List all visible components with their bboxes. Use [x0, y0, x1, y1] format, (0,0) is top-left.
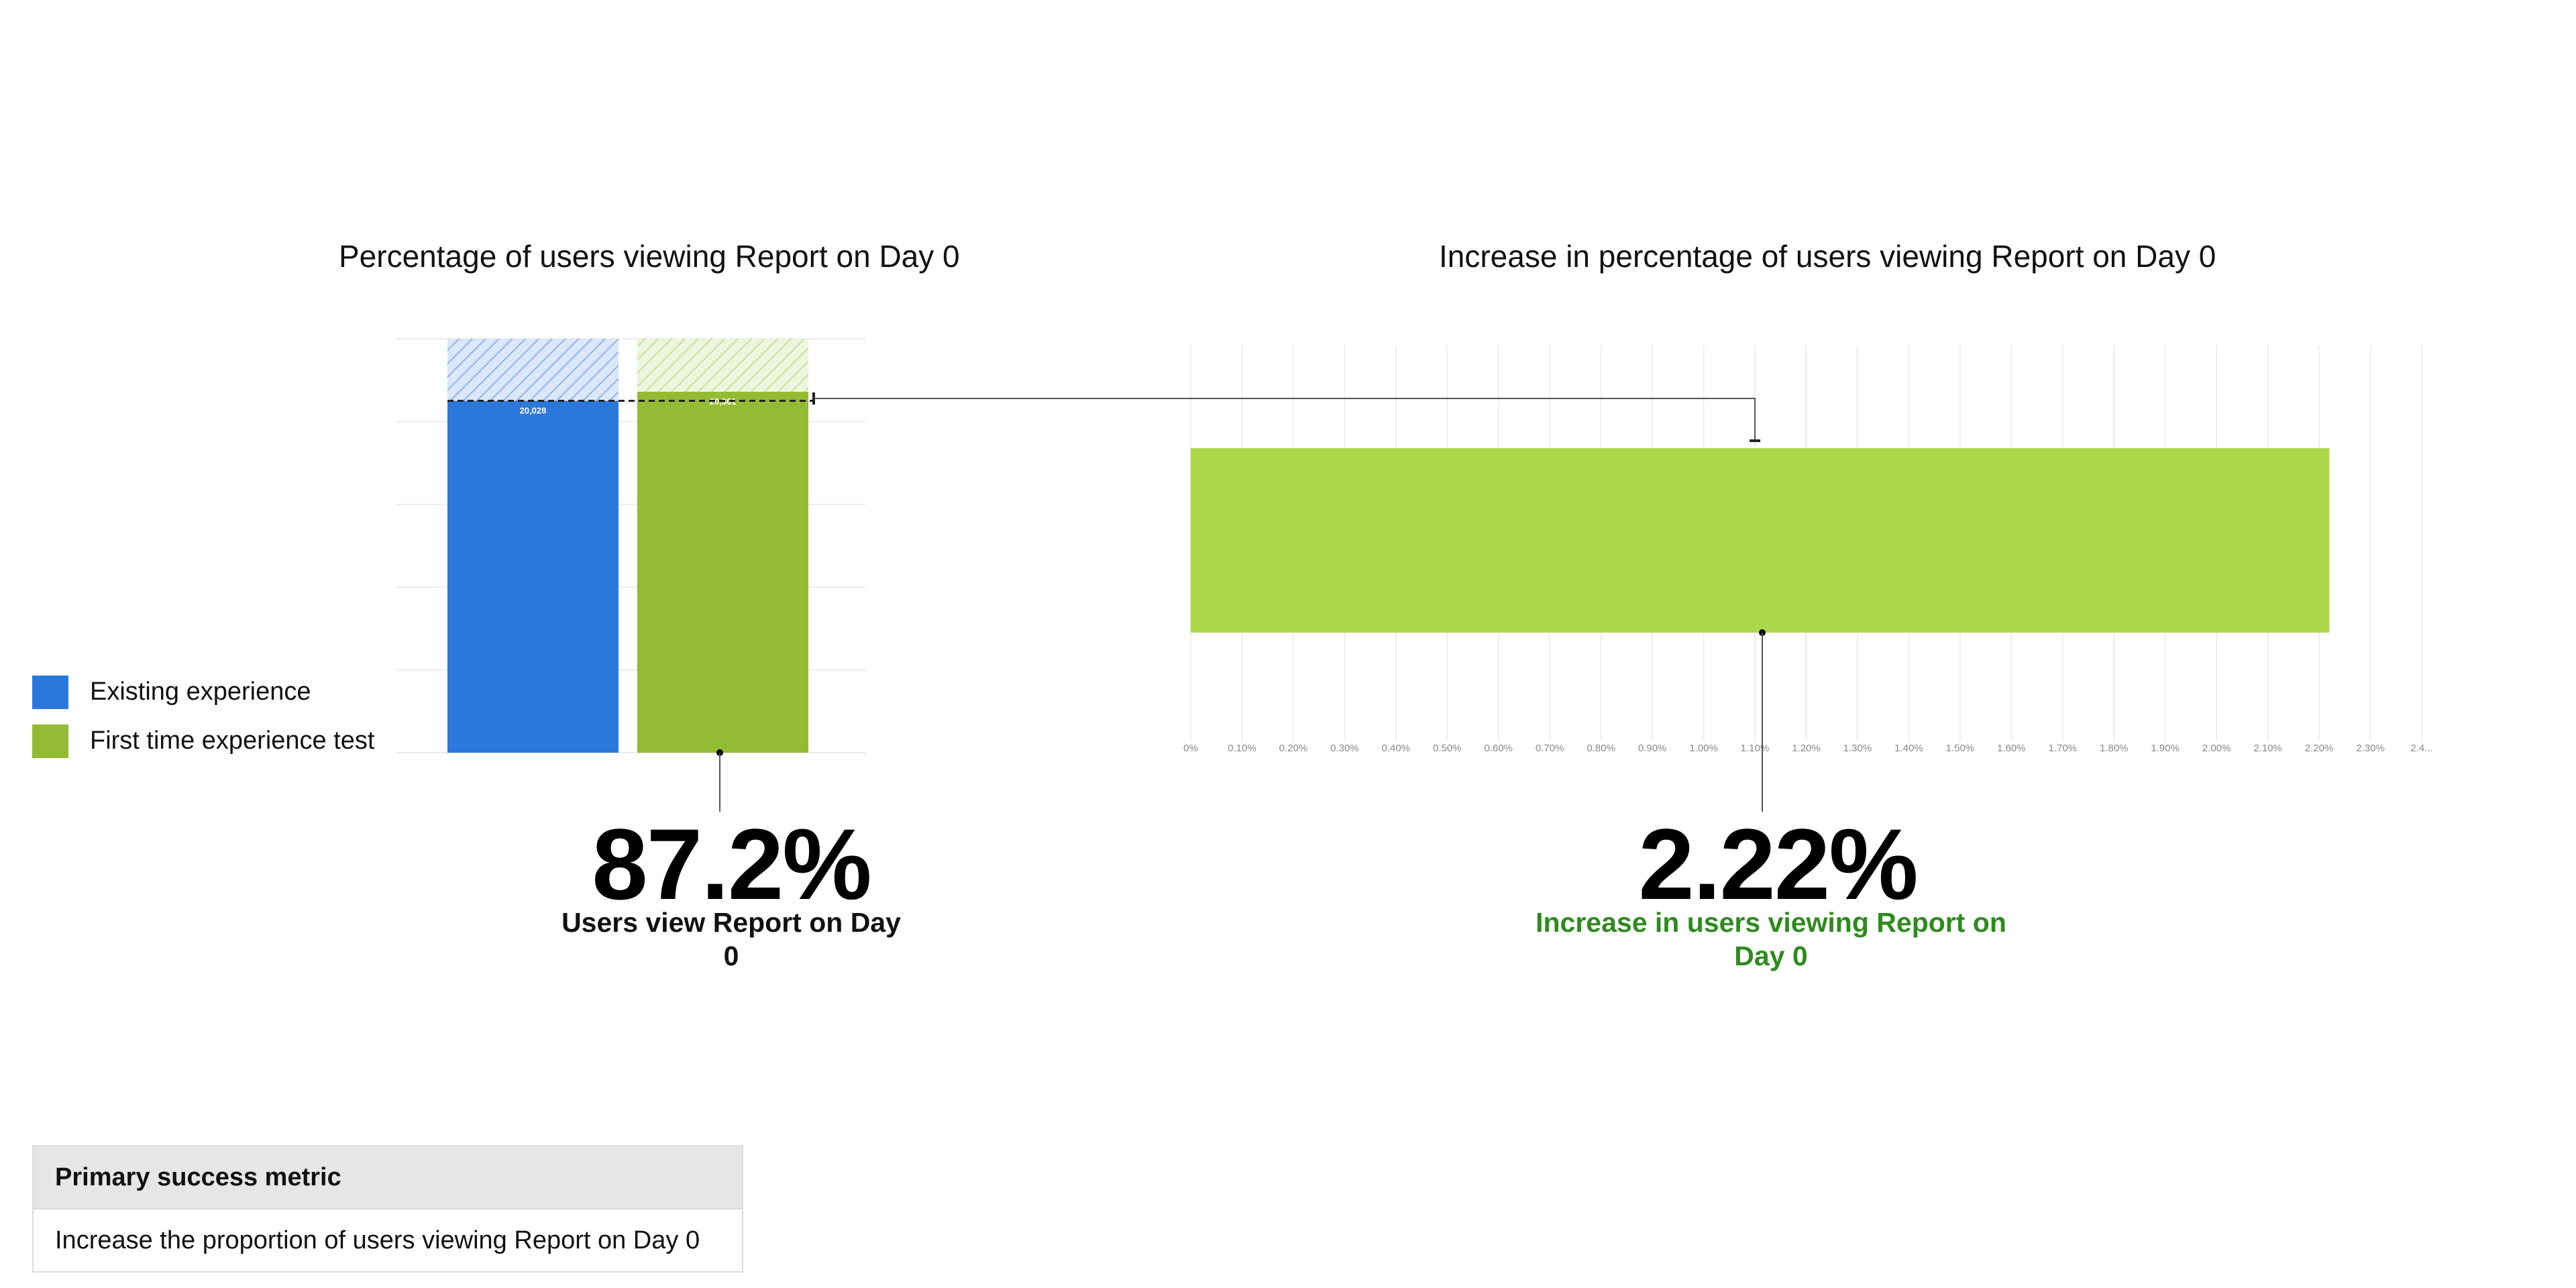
tick-label: 1.20% [1792, 743, 1821, 754]
left-bar-chart: 20,02820,361 [396, 338, 865, 753]
tick-label: 2.4... [2410, 743, 2432, 754]
tick-label: 0% [1183, 743, 1198, 754]
connector-lines [716, 392, 1766, 812]
kpi-value-right: 2.22% [1638, 808, 1918, 920]
success-metric-body: Increase the proportion of users viewing… [34, 1208, 742, 1271]
tick-label: 1.50% [1946, 743, 1975, 754]
tick-label: 0.30% [1330, 743, 1359, 754]
legend-item-existing: Existing experience [32, 667, 374, 716]
tick-label: 0.80% [1587, 743, 1615, 754]
left-chart-title: Percentage of users viewing Report on Da… [339, 239, 960, 274]
tick-label: 1.90% [2151, 743, 2180, 754]
success-metric-table: Primary success metric Increase the prop… [32, 1145, 743, 1273]
bar [447, 400, 619, 753]
tick-label: 2.30% [2356, 743, 2385, 754]
kpi-label-right: Increase in users viewing Report on Day … [1536, 907, 2006, 971]
success-metric-header: Primary success metric [34, 1146, 742, 1208]
tick-label: 1.70% [2049, 743, 2078, 754]
tick-label: 1.10% [1741, 743, 1770, 754]
tick-label: 2.20% [2305, 743, 2334, 754]
tick-label: 1.30% [1843, 743, 1872, 754]
legend-swatch-test [32, 724, 68, 758]
data-label: 20,028 [520, 406, 547, 416]
tick-label: 0.20% [1279, 743, 1308, 754]
tick-label: 0.60% [1484, 743, 1513, 754]
kpi-label-left: Users view Report on Day 0 [561, 907, 901, 971]
bar [637, 391, 808, 753]
tick-label: 1.00% [1689, 743, 1718, 754]
tick-label: 0.10% [1228, 743, 1256, 754]
tick-label: 0.50% [1433, 743, 1462, 754]
bar-remainder [447, 339, 619, 401]
tick-label: 1.80% [2100, 743, 2129, 754]
tick-label: 2.00% [2202, 743, 2231, 754]
tick-label: 0.40% [1382, 743, 1411, 754]
tick-label: 1.60% [1997, 743, 2026, 754]
tick-label: 0.90% [1638, 743, 1667, 754]
tick-label: 1.40% [1894, 743, 1923, 754]
bar [1191, 448, 2330, 633]
legend-item-test: First time experience test [32, 716, 374, 765]
legend-label: Existing experience [90, 678, 311, 706]
tick-label: 2.10% [2253, 743, 2282, 754]
right-chart-title: Increase in percentage of users viewing … [1439, 239, 2216, 274]
bar-remainder [637, 339, 808, 392]
legend: Existing experience First time experienc… [32, 667, 374, 765]
legend-label: First time experience test [90, 727, 375, 755]
kpi-value-left: 87.2% [592, 808, 871, 920]
connector-line [814, 398, 1756, 440]
right-bar-chart: 0% 0.10% 0.20% 0.30% 0.40% 0.50% 0.60% 0.70% 0.8… [1183, 345, 2433, 754]
tick-label: 0.70% [1536, 743, 1564, 754]
legend-swatch-existing [32, 675, 68, 709]
